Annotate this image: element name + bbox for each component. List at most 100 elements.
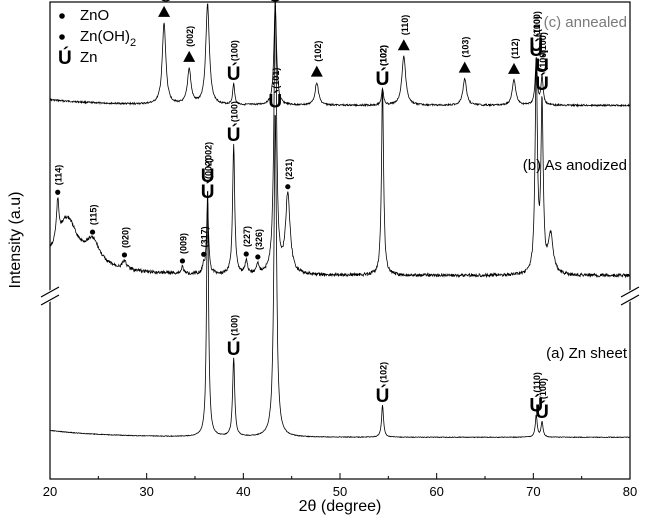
zn-oh2-marker: [243, 251, 249, 257]
peak-annotation: Ú (102): [376, 362, 390, 407]
zn-marker: Ú: [376, 68, 390, 90]
hkl-label: (317): [200, 226, 210, 247]
peak-annotation: (102): [310, 41, 323, 77]
hkl-label: (002): [185, 26, 195, 47]
hkl-label: (231): [284, 159, 294, 180]
peak-annotation: Ú(100): [529, 16, 543, 61]
legend-label: ZnO: [80, 7, 109, 24]
peak-annotation: (317): [200, 226, 210, 257]
x-tick-label: 40: [236, 484, 250, 499]
x-axis-title: 2θ (degree): [299, 498, 382, 515]
hkl-label: (002): [204, 142, 214, 163]
series-labels: (c) annealed (b) As anodized (a) Zn sheet: [523, 14, 628, 362]
hkl-label: (100): [230, 40, 240, 61]
peak-annotation: Ú (100): [535, 378, 549, 423]
x-tick-label: 20: [43, 484, 57, 499]
zn-oh2-marker: [201, 251, 207, 257]
hkl-label: (101): [271, 68, 281, 89]
hkl-label: (020): [120, 227, 130, 248]
peak-annotation: Ú (100): [227, 315, 241, 360]
znO-marker: [310, 65, 323, 77]
znO-marker: [458, 61, 471, 73]
hkl-label: (100): [538, 50, 548, 71]
zn-marker: Ú: [535, 73, 549, 95]
legend: ZnO Zn(OH)2 Ú Zn: [58, 7, 136, 69]
peak-annotation: Ú (102): [376, 45, 390, 90]
peak-annotation: (112): [508, 38, 520, 74]
zn-marker: Ú: [529, 39, 543, 61]
y-axis-title: Intensity (a.u): [7, 192, 24, 289]
znO-marker: [158, 5, 171, 17]
x-tick-label: 80: [623, 484, 637, 499]
zn-oh2-marker: [285, 184, 291, 190]
x-tick-label: 60: [429, 484, 443, 499]
zn-marker: Ú: [227, 124, 241, 146]
hkl-label: (115): [89, 205, 99, 226]
legend-marker: [59, 13, 65, 19]
peak-annotation: Ú(100): [535, 32, 549, 77]
peak-annotation: (115): [89, 205, 99, 235]
hkl-label: (102): [379, 362, 389, 383]
peak-annotation: Ú (110): [529, 372, 543, 417]
hkl-label: (103): [461, 37, 471, 58]
peak-annotation: (009): [178, 233, 188, 264]
hkl-label: (100): [230, 315, 240, 336]
hkl-label: (100): [538, 378, 548, 399]
zn-marker: Ú: [376, 68, 390, 90]
trace-3: [49, 114, 631, 439]
zn-marker: Ú: [376, 385, 390, 407]
hkl-label: (002): [204, 158, 214, 179]
series-label: (b) As anodized: [523, 157, 627, 174]
zn-oh2-marker: [55, 189, 61, 195]
peak-annotation: (103): [458, 37, 471, 73]
peak-annotation: (100): [158, 0, 171, 17]
trace-1: [50, 3, 631, 108]
hkl-label: (100): [230, 101, 240, 122]
zn-marker: Ú: [227, 63, 241, 85]
peak-annotation: (114): [54, 165, 64, 195]
x-tick-label: 50: [333, 484, 347, 499]
hkl-label: (326): [254, 229, 264, 250]
peak-annotation: (231): [284, 159, 294, 190]
peak-annotation: Ú (100): [227, 101, 241, 146]
hkl-label: (009): [178, 233, 188, 254]
series-label: (c) annealed: [544, 14, 627, 31]
legend-label: Zn: [80, 49, 98, 66]
annotations: (100)(002)(101)Ú(100)Ú(101)(102)Ú(102)(1…: [54, 0, 549, 423]
zn-oh2-marker: [255, 254, 261, 260]
peak-annotation: Ú(101): [268, 0, 282, 6]
peak-annotation: Ú(100): [529, 11, 543, 56]
peak-annotation: (020): [120, 227, 130, 258]
hkl-label: (112): [510, 38, 520, 59]
hkl-label: (110): [400, 15, 410, 36]
zn-oh2-marker: [89, 229, 96, 235]
znO-marker: [397, 39, 410, 51]
peak-annotation: Ú(101): [268, 68, 282, 113]
peak-annotation: (002): [183, 26, 196, 62]
hkl-label: (100): [160, 0, 170, 2]
hkl-label: (102): [379, 45, 389, 66]
traces: [49, 0, 631, 439]
peak-annotation: Ú(100): [535, 50, 549, 95]
hkl-label: (102): [313, 41, 323, 62]
series-label: (a) Zn sheet: [546, 345, 628, 362]
peak-annotation: Ú(002): [201, 142, 215, 187]
zn-marker: Ú: [535, 55, 549, 77]
zn-marker: Ú: [529, 34, 543, 56]
x-tick-label: 70: [526, 484, 540, 499]
zn-marker: Ú: [201, 181, 215, 203]
peak-annotation: (227): [242, 226, 252, 257]
zn-marker: Ú: [227, 338, 241, 360]
zn-marker: Ú: [535, 401, 549, 423]
peak-annotation: Ú(002): [201, 158, 215, 203]
trace-2: [49, 0, 631, 279]
peak-annotation: (110): [397, 15, 410, 51]
legend-label: Zn(OH)2: [80, 28, 136, 49]
hkl-label: (100): [532, 16, 542, 37]
peak-annotation: Ú (102): [376, 45, 390, 90]
hkl-label: (227): [242, 226, 252, 247]
legend-marker: [59, 34, 65, 40]
hkl-label: (100): [532, 11, 542, 32]
zn-marker: Ú: [201, 165, 215, 187]
